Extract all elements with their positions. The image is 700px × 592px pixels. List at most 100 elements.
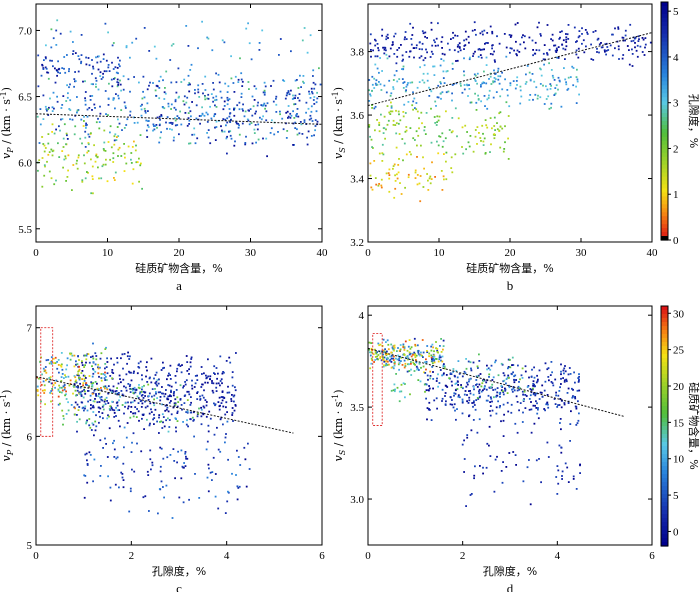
- data-point: [99, 71, 102, 74]
- data-point: [489, 410, 491, 412]
- data-point: [481, 124, 484, 127]
- data-point: [294, 79, 297, 82]
- data-point: [463, 70, 465, 73]
- data-point: [56, 361, 58, 363]
- data-point: [442, 70, 445, 73]
- data-point: [195, 104, 198, 107]
- data-point: [64, 386, 66, 389]
- data-point: [489, 368, 492, 371]
- data-point: [104, 437, 106, 440]
- data-point: [375, 84, 378, 86]
- data-point: [400, 193, 403, 195]
- data-point: [423, 383, 426, 386]
- data-point: [204, 75, 207, 78]
- data-point: [430, 107, 432, 110]
- data-point: [121, 476, 124, 479]
- data-point: [416, 86, 419, 89]
- data-point: [385, 358, 388, 361]
- colorbar-segment: [661, 390, 668, 395]
- data-point: [397, 164, 400, 166]
- data-point: [433, 65, 436, 68]
- data-point: [134, 389, 137, 391]
- data-point: [385, 354, 388, 356]
- data-point: [132, 392, 135, 394]
- data-point: [408, 339, 411, 341]
- data-point: [511, 364, 513, 366]
- data-point: [92, 423, 95, 426]
- data-point: [378, 124, 381, 126]
- data-point: [465, 358, 467, 360]
- data-point: [186, 361, 189, 363]
- data-point: [217, 372, 219, 375]
- data-point: [567, 76, 570, 79]
- data-point: [149, 376, 151, 379]
- data-point: [60, 352, 63, 354]
- data-point: [209, 378, 211, 381]
- data-point: [173, 460, 176, 462]
- data-point: [100, 398, 103, 401]
- data-point: [562, 377, 564, 379]
- data-point: [510, 403, 513, 406]
- data-point: [46, 71, 48, 74]
- data-point: [76, 109, 79, 112]
- data-point: [133, 140, 135, 143]
- data-point: [563, 380, 566, 383]
- data-point: [491, 127, 493, 130]
- data-point: [115, 71, 118, 74]
- data-point: [188, 123, 190, 125]
- data-point: [550, 361, 553, 363]
- data-point: [186, 411, 189, 414]
- data-point: [72, 50, 75, 52]
- data-point: [165, 419, 167, 422]
- x-tick-label: 6: [319, 550, 325, 562]
- data-point: [47, 114, 50, 116]
- data-point: [402, 115, 405, 118]
- data-point: [561, 475, 563, 477]
- data-point: [581, 42, 583, 45]
- y-tick-label: 3.2: [350, 237, 364, 249]
- data-point: [575, 488, 578, 490]
- data-point: [385, 362, 388, 365]
- data-point: [581, 27, 583, 30]
- data-point: [223, 100, 226, 103]
- data-point: [382, 349, 385, 352]
- data-point: [559, 422, 561, 424]
- x-tick-label: 0: [33, 550, 39, 562]
- data-point: [642, 38, 645, 41]
- data-point: [484, 152, 487, 155]
- data-point: [482, 380, 485, 382]
- colorbar-segment: [661, 434, 668, 439]
- data-point: [244, 110, 247, 113]
- data-point: [388, 111, 391, 114]
- data-point: [106, 361, 109, 363]
- data-point: [231, 414, 234, 416]
- data-point: [162, 79, 164, 82]
- data-point: [546, 394, 549, 396]
- data-point: [158, 80, 161, 83]
- data-point: [283, 80, 286, 82]
- data-point: [598, 51, 600, 54]
- data-point: [255, 110, 257, 113]
- data-point: [292, 97, 295, 100]
- data-point: [105, 386, 108, 389]
- data-point: [519, 43, 522, 46]
- data-point: [614, 47, 616, 50]
- data-point: [485, 381, 488, 384]
- data-point: [245, 27, 248, 30]
- data-point: [407, 357, 410, 360]
- data-point: [44, 105, 47, 108]
- data-point: [384, 348, 386, 351]
- data-point: [176, 461, 178, 464]
- data-point: [164, 92, 167, 95]
- data-point: [142, 390, 145, 393]
- data-point: [408, 55, 411, 58]
- data-point: [468, 84, 470, 86]
- data-point: [243, 115, 246, 118]
- data-point: [401, 78, 404, 80]
- data-point: [458, 396, 461, 399]
- data-point: [86, 171, 88, 173]
- data-point: [248, 123, 251, 126]
- data-point: [433, 361, 436, 364]
- data-point: [545, 85, 547, 88]
- data-point: [427, 408, 430, 411]
